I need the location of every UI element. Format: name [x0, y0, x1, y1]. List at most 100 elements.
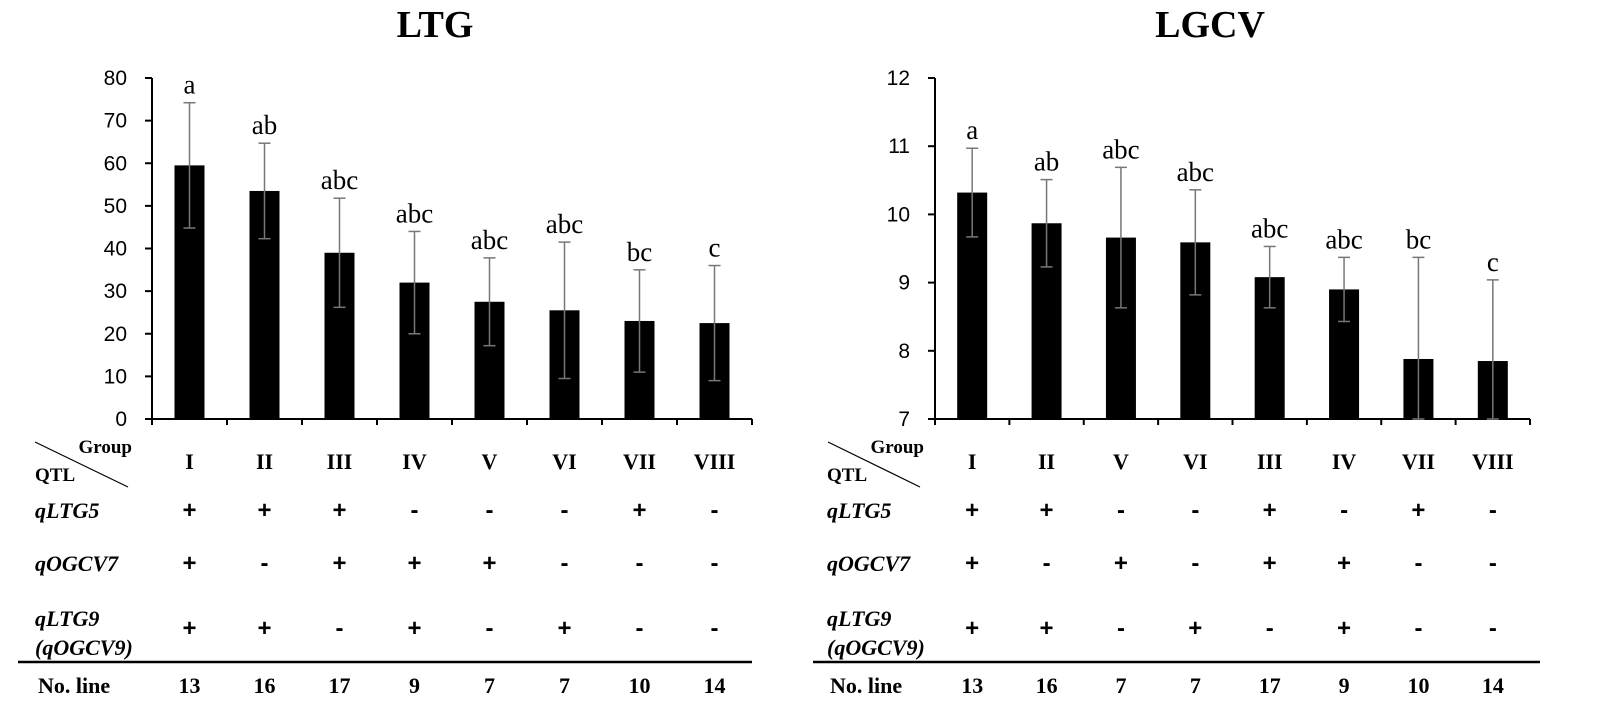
qtl-mark: - — [711, 615, 719, 642]
y-tick-label: 70 — [104, 110, 127, 133]
group-label: III — [1257, 449, 1283, 474]
qtl-mark: - — [1489, 497, 1497, 524]
line-count-label: No. line — [830, 673, 902, 698]
group-label: VIII — [1472, 449, 1514, 474]
qtl-mark: + — [632, 497, 646, 524]
qtl-header: QTL — [827, 465, 867, 486]
group-label: VI — [1183, 449, 1207, 474]
qtl-mark: + — [332, 497, 346, 524]
line-count: 13 — [961, 673, 983, 698]
qtl-mark: - — [486, 497, 494, 524]
y-tick-label: 60 — [104, 152, 127, 175]
significance-letter: abc — [546, 209, 583, 239]
qtl-mark: - — [711, 550, 719, 577]
significance-letter: ab — [252, 110, 277, 140]
line-count: 7 — [484, 673, 495, 698]
qtl-mark: + — [407, 615, 421, 642]
qtl-name: qOGCV7 — [35, 551, 119, 576]
group-label: V — [482, 449, 498, 474]
group-label: III — [327, 449, 353, 474]
significance-letter: abc — [1325, 224, 1362, 254]
group-label: II — [1038, 449, 1055, 474]
significance-letter: bc — [1406, 224, 1432, 254]
line-count: 7 — [1190, 673, 1201, 698]
qtl-name: qLTG5 — [827, 498, 891, 523]
header-diagonal — [827, 441, 921, 488]
qtl-mark: + — [1040, 615, 1054, 642]
qtl-mark: + — [182, 615, 196, 642]
significance-letter: a — [966, 115, 978, 145]
qtl-mark: - — [336, 615, 344, 642]
significance-letter: c — [709, 233, 721, 263]
qtl-mark: + — [557, 615, 571, 642]
qtl-mark: - — [261, 550, 269, 577]
qtl-mark: + — [1263, 497, 1277, 524]
significance-letter: ab — [1034, 147, 1059, 177]
group-label: IV — [402, 449, 427, 474]
qtl-mark: - — [1266, 615, 1274, 642]
group-label: VIII — [694, 449, 736, 474]
qtl-mark: + — [407, 550, 421, 577]
qtl-mark: + — [1040, 497, 1054, 524]
group-label: VII — [1402, 449, 1435, 474]
significance-letter: abc — [1251, 213, 1288, 243]
y-tick-label: 7 — [898, 408, 910, 431]
qtl-mark: + — [182, 550, 196, 577]
chart-title: LGCV — [1155, 4, 1265, 46]
qtl-mark: + — [965, 550, 979, 577]
qtl-mark: + — [257, 615, 271, 642]
qtl-mark: - — [1117, 615, 1125, 642]
chart-title: LTG — [397, 4, 474, 46]
chart-ltg: LTG 0 10 20 30 40 50 60 70 80 a ab abc abc abc abc bc c Gr… — [18, 4, 753, 698]
significance-letter: bc — [627, 237, 653, 267]
qtl-mark: - — [561, 497, 569, 524]
qtl-mark: + — [965, 497, 979, 524]
line-count: 10 — [1407, 673, 1429, 698]
group-label: I — [185, 449, 194, 474]
qtl-mark: - — [1489, 550, 1497, 577]
qtl-mark: + — [257, 497, 271, 524]
qtl-mark: - — [636, 550, 644, 577]
line-count: 16 — [254, 673, 276, 698]
y-tick-label: 8 — [898, 340, 910, 363]
qtl-mark: - — [1414, 550, 1422, 577]
qtl-mark: - — [561, 550, 569, 577]
y-tick-label: 10 — [887, 203, 910, 226]
qtl-mark: + — [482, 550, 496, 577]
header-diagonal — [34, 441, 129, 488]
qtl-mark: + — [1337, 615, 1351, 642]
group-header: Group — [870, 437, 924, 458]
qtl-mark: - — [1340, 497, 1348, 524]
qtl-mark: + — [1263, 550, 1277, 577]
qtl-header: QTL — [35, 465, 75, 486]
qtl-name: qLTG9 — [35, 606, 99, 631]
qtl-mark: - — [636, 615, 644, 642]
line-count: 9 — [409, 673, 420, 698]
significance-letter: abc — [396, 198, 433, 228]
line-count: 7 — [1115, 673, 1126, 698]
qtl-mark: - — [1414, 615, 1422, 642]
qtl-mark: - — [1043, 550, 1051, 577]
qtl-mark: + — [1188, 615, 1202, 642]
y-tick-label: 30 — [104, 280, 127, 303]
qtl-mark: + — [1337, 550, 1351, 577]
qtl-mark: + — [965, 615, 979, 642]
qtl-mark: - — [1191, 497, 1199, 524]
group-label: IV — [1332, 449, 1357, 474]
line-count: 9 — [1339, 673, 1350, 698]
qtl-mark: - — [1489, 615, 1497, 642]
group-label: II — [256, 449, 273, 474]
y-tick-label: 40 — [104, 238, 127, 261]
group-label: I — [968, 449, 977, 474]
group-header: Group — [78, 437, 132, 458]
qtl-subname: (qOGCV9) — [827, 635, 925, 660]
y-tick-label: 11 — [888, 135, 910, 158]
group-label: V — [1113, 449, 1129, 474]
qtl-mark: + — [332, 550, 346, 577]
line-count: 14 — [704, 673, 726, 698]
y-tick-label: 20 — [104, 323, 127, 346]
qtl-mark: - — [486, 615, 494, 642]
qtl-mark: - — [1117, 497, 1125, 524]
